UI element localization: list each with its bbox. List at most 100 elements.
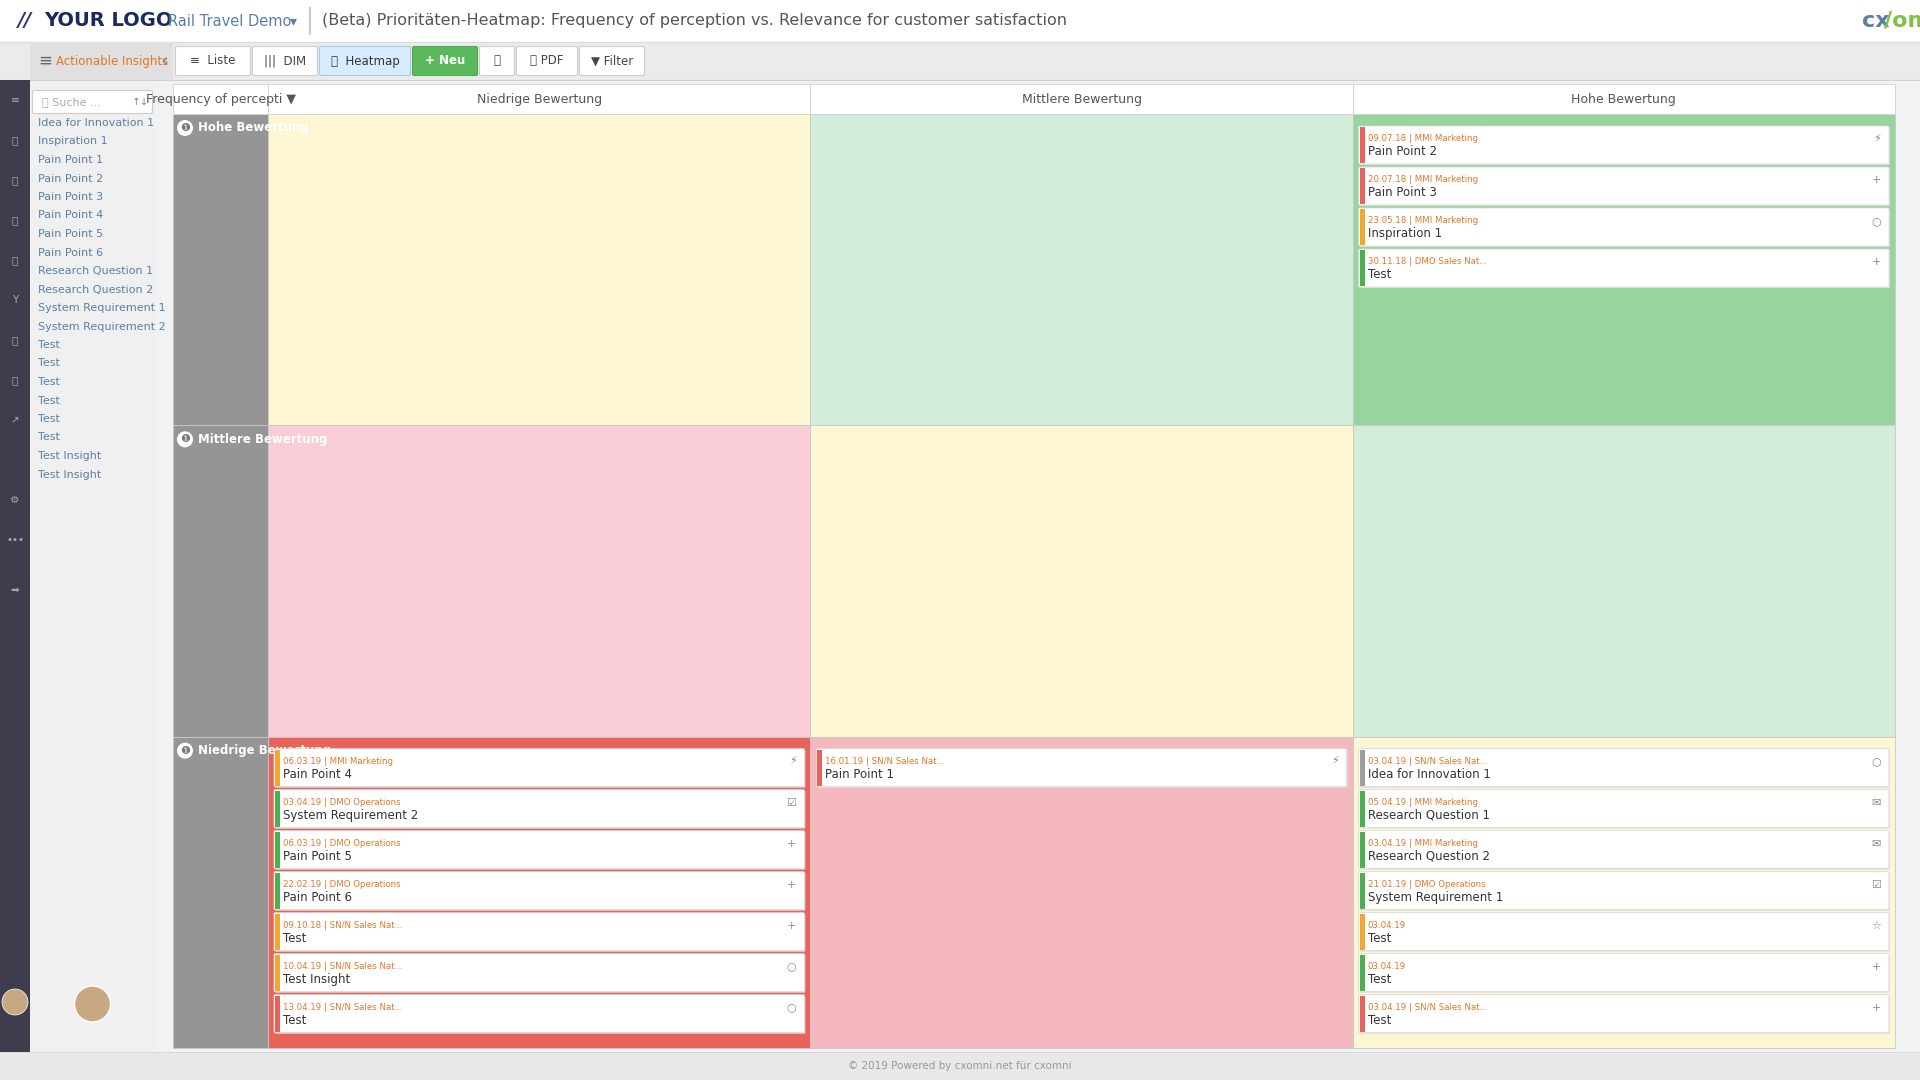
Text: Test Insight: Test Insight — [282, 973, 349, 986]
Bar — [1354, 737, 1895, 1048]
Circle shape — [177, 743, 194, 758]
Text: + Neu: + Neu — [424, 54, 465, 67]
Text: ⚡: ⚡ — [1874, 134, 1882, 144]
Text: Test: Test — [1367, 1014, 1392, 1027]
Text: +: + — [787, 920, 797, 931]
Text: Pain Point 1: Pain Point 1 — [38, 156, 104, 165]
Circle shape — [2, 989, 29, 1015]
FancyBboxPatch shape — [1359, 872, 1889, 909]
Text: Rail Travel Demo: Rail Travel Demo — [169, 13, 296, 28]
Text: |||  DIM: ||| DIM — [263, 54, 305, 67]
Text: Pain Point 3: Pain Point 3 — [38, 192, 104, 202]
FancyBboxPatch shape — [1359, 208, 1889, 246]
Text: •••: ••• — [6, 535, 23, 545]
Text: ❶: ❶ — [180, 434, 190, 444]
FancyBboxPatch shape — [275, 996, 804, 1034]
Bar — [269, 84, 810, 114]
Text: ○: ○ — [1872, 216, 1882, 226]
Bar — [0, 42, 1920, 80]
Text: Test Insight: Test Insight — [38, 451, 102, 461]
Text: +: + — [787, 880, 797, 890]
Text: +: + — [1872, 257, 1882, 267]
Text: Niedrige Bewertung: Niedrige Bewertung — [476, 93, 601, 106]
Text: 🔍 Suche ...: 🔍 Suche ... — [42, 97, 102, 107]
FancyBboxPatch shape — [1359, 167, 1889, 205]
FancyBboxPatch shape — [275, 791, 804, 828]
Text: 📊: 📊 — [12, 175, 17, 185]
Text: ⚡: ⚡ — [789, 757, 797, 767]
Bar — [275, 750, 280, 785]
Text: ❶: ❶ — [180, 123, 190, 133]
Bar — [810, 737, 1354, 1048]
Text: Test: Test — [282, 932, 307, 945]
Bar — [173, 426, 269, 737]
FancyBboxPatch shape — [1359, 750, 1889, 787]
FancyBboxPatch shape — [1359, 789, 1889, 827]
Bar — [818, 750, 822, 785]
Text: Pain Point 2: Pain Point 2 — [38, 174, 104, 184]
Text: Pain Point 1: Pain Point 1 — [826, 768, 895, 781]
FancyBboxPatch shape — [275, 955, 804, 993]
FancyBboxPatch shape — [1359, 996, 1889, 1034]
Text: Niedrige Bewertung: Niedrige Bewertung — [198, 744, 330, 757]
Text: 21.01.19 | DMO Operations: 21.01.19 | DMO Operations — [1367, 880, 1486, 889]
FancyBboxPatch shape — [1359, 126, 1889, 164]
Bar — [1359, 955, 1365, 990]
Text: Pain Point 6: Pain Point 6 — [38, 247, 104, 257]
Bar — [275, 791, 280, 826]
Text: Actionable Insights: Actionable Insights — [56, 54, 169, 67]
Text: /omni: /omni — [1884, 11, 1920, 31]
Text: 03.04.19 | MMI Marketing: 03.04.19 | MMI Marketing — [1367, 839, 1478, 848]
FancyBboxPatch shape — [413, 46, 478, 76]
Text: Test: Test — [38, 340, 60, 350]
Text: Test: Test — [38, 414, 60, 424]
Text: ≡  Liste: ≡ Liste — [190, 54, 236, 67]
FancyBboxPatch shape — [1359, 832, 1889, 869]
FancyBboxPatch shape — [1359, 210, 1889, 247]
Text: Test: Test — [38, 432, 60, 443]
FancyBboxPatch shape — [1359, 955, 1889, 993]
Text: ⛶: ⛶ — [493, 54, 501, 67]
Text: ○: ○ — [787, 961, 797, 972]
Text: +: + — [1872, 961, 1882, 972]
Bar — [275, 996, 280, 1031]
Bar — [31, 80, 156, 1052]
Bar — [0, 80, 31, 1052]
Text: 👁: 👁 — [12, 335, 17, 345]
FancyBboxPatch shape — [516, 46, 578, 76]
Text: Research Question 1: Research Question 1 — [1367, 809, 1490, 822]
Text: Inspiration 1: Inspiration 1 — [1367, 227, 1442, 240]
Bar — [1354, 426, 1895, 737]
Text: Test: Test — [38, 359, 60, 368]
Bar — [1359, 210, 1365, 245]
Text: Pain Point 4: Pain Point 4 — [38, 211, 104, 220]
Text: 16.01.19 | SN/N Sales Nat...: 16.01.19 | SN/N Sales Nat... — [826, 757, 945, 766]
Text: 03.04.19 | SN/N Sales Nat...: 03.04.19 | SN/N Sales Nat... — [1367, 1002, 1488, 1012]
Bar — [173, 84, 269, 114]
Text: Y: Y — [12, 295, 17, 305]
Bar — [275, 832, 280, 867]
Text: 05.04.19 | MMI Marketing: 05.04.19 | MMI Marketing — [1367, 798, 1478, 807]
Text: ○: ○ — [787, 1002, 797, 1013]
Text: ○: ○ — [1872, 757, 1882, 767]
Text: Research Question 2: Research Question 2 — [1367, 850, 1490, 863]
Text: Pain Point 6: Pain Point 6 — [282, 891, 351, 904]
Text: System Requirement 2: System Requirement 2 — [282, 809, 419, 822]
Text: ▼ Filter: ▼ Filter — [591, 54, 634, 67]
Text: 03.04.19 | DMO Operations: 03.04.19 | DMO Operations — [282, 798, 401, 807]
Text: 23.05.18 | MMI Marketing: 23.05.18 | MMI Marketing — [1367, 216, 1478, 225]
Text: cx: cx — [1862, 11, 1889, 31]
Text: Pain Point 3: Pain Point 3 — [1367, 186, 1436, 199]
Bar — [1359, 249, 1365, 286]
Text: 03.04.19: 03.04.19 — [1367, 961, 1405, 971]
FancyBboxPatch shape — [480, 46, 515, 76]
FancyBboxPatch shape — [1359, 995, 1889, 1032]
Circle shape — [177, 431, 194, 447]
Bar — [275, 955, 280, 990]
Text: +: + — [1872, 1002, 1882, 1013]
Text: Inspiration 1: Inspiration 1 — [38, 136, 108, 147]
Bar — [1354, 84, 1895, 114]
Text: 09.10.18 | SN/N Sales Nat...: 09.10.18 | SN/N Sales Nat... — [282, 920, 403, 930]
Text: Test: Test — [38, 377, 60, 387]
Text: System Requirement 1: System Requirement 1 — [1367, 891, 1503, 904]
